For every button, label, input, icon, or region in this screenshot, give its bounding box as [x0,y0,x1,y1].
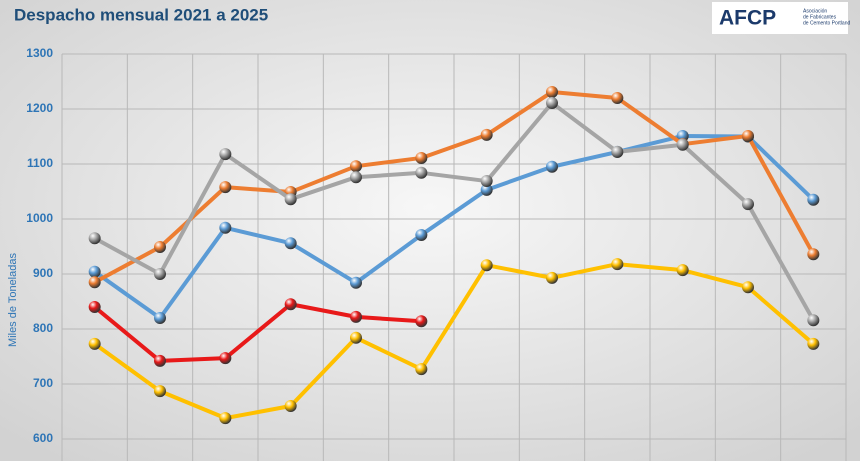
chart-title: Despacho mensual 2021 a 2025 [14,5,268,24]
point [154,385,166,398]
logo-line: de Fabricantes [803,14,837,20]
point [742,198,754,211]
y-axis-label: Miles de Toneladas [7,253,19,347]
point [350,171,362,184]
y-tick-label: 1100 [27,156,53,170]
logo-box [712,2,848,34]
point [88,337,101,350]
point [219,148,232,161]
y-tick-label: 1000 [26,211,53,225]
series-line [93,133,815,320]
point [350,160,362,173]
series-line [93,100,816,322]
point [154,241,166,254]
point [415,228,428,241]
point [88,265,101,278]
y-tick-label: 1300 [26,46,53,60]
point [415,315,428,328]
point [350,310,362,323]
point [88,301,101,313]
point [611,145,624,158]
point [807,314,820,327]
point [480,183,493,196]
series-line [93,302,422,363]
point [88,276,101,289]
point [807,337,820,350]
point [415,151,428,164]
point [284,400,297,412]
point [480,259,493,272]
logo-name: AFCP [719,7,776,30]
point [676,138,689,151]
point [219,352,232,365]
y-tick-label: 900 [33,266,53,280]
point [546,160,558,173]
point [88,232,101,245]
point [611,92,624,104]
point [676,129,689,142]
point [219,412,232,425]
logo-line: Asociación [803,8,827,14]
point [219,221,232,234]
logo-line: de Cemento Portland [803,20,850,26]
point [415,166,428,179]
y-tick-label: 1200 [26,101,53,115]
y-tick-label: 600 [33,431,53,445]
point [807,193,820,206]
point [154,354,166,367]
series-line [93,89,816,285]
point [742,281,754,294]
point [546,85,558,98]
point [415,363,428,376]
point [676,264,689,277]
series-line [93,262,815,421]
point [546,271,558,284]
point [154,268,166,280]
point [284,298,297,311]
point [480,128,493,141]
point [350,276,362,289]
point [284,193,297,206]
point [546,96,558,109]
point [611,258,624,271]
point [284,237,297,250]
point [480,175,493,188]
y-tick-label: 700 [33,376,53,390]
y-tick-label: 800 [33,321,53,335]
point [219,181,232,194]
point [807,248,820,261]
point [742,129,754,142]
point [154,312,166,324]
point [350,331,362,344]
